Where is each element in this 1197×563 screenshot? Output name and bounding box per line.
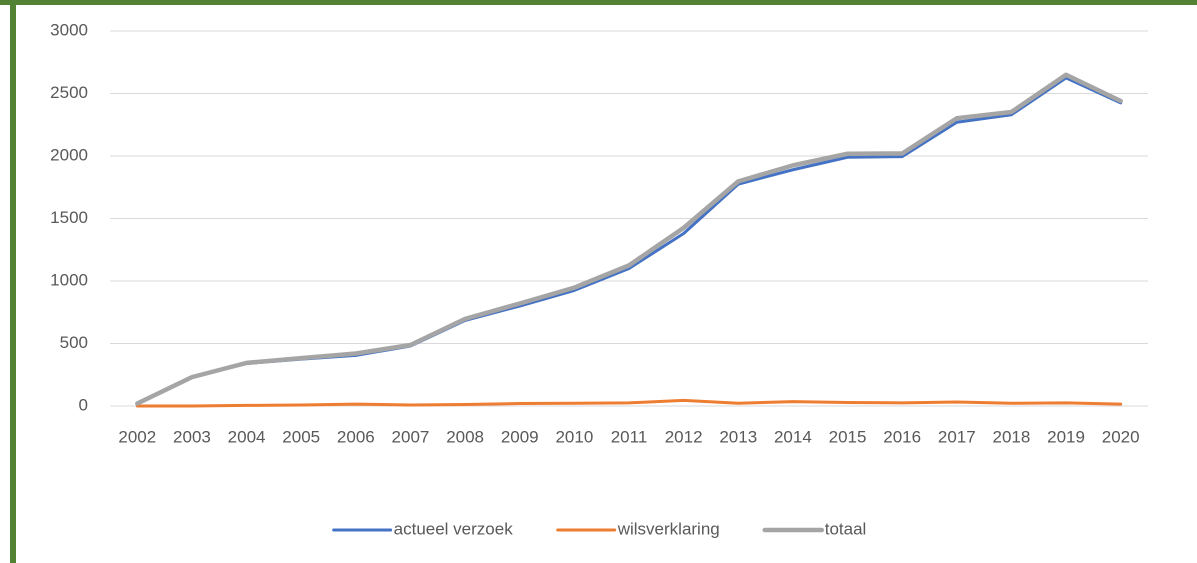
x-tick-label: 2017	[938, 427, 976, 446]
x-tick-label: 2009	[501, 427, 539, 446]
x-tick-label: 2006	[337, 427, 375, 446]
x-tick-label: 2015	[829, 427, 867, 446]
x-tick-label: 2016	[883, 427, 921, 446]
legend-label: totaal	[825, 519, 867, 538]
y-tick-label: 1500	[50, 208, 88, 227]
y-tick-label: 1000	[50, 270, 88, 289]
x-tick-label: 2002	[118, 427, 156, 446]
legend-label: wilsverklaring	[617, 519, 720, 538]
x-tick-label: 2020	[1102, 427, 1140, 446]
x-tick-label: 2014	[774, 427, 812, 446]
y-tick-label: 2500	[50, 83, 88, 102]
x-tick-label: 2018	[993, 427, 1031, 446]
x-tick-label: 2008	[446, 427, 484, 446]
frame-top	[0, 0, 1197, 5]
x-tick-label: 2012	[665, 427, 703, 446]
x-tick-label: 2005	[282, 427, 320, 446]
series-line	[135, 72, 1123, 406]
y-tick-label: 3000	[50, 20, 88, 39]
y-tick-label: 0	[79, 395, 88, 414]
x-tick-label: 2011	[611, 427, 648, 446]
x-tick-label: 2019	[1047, 427, 1085, 446]
x-tick-label: 2013	[719, 427, 757, 446]
x-tick-label: 2004	[228, 427, 266, 446]
y-tick-label: 500	[60, 333, 88, 352]
x-tick-label: 2010	[555, 427, 593, 446]
series-line	[135, 76, 1123, 405]
x-tick-label: 2007	[392, 427, 430, 446]
legend-label: actueel verzoek	[394, 519, 514, 538]
y-tick-label: 2000	[50, 145, 88, 164]
series-line	[135, 398, 1123, 408]
x-tick-label: 2003	[173, 427, 211, 446]
frame-left	[10, 0, 16, 563]
